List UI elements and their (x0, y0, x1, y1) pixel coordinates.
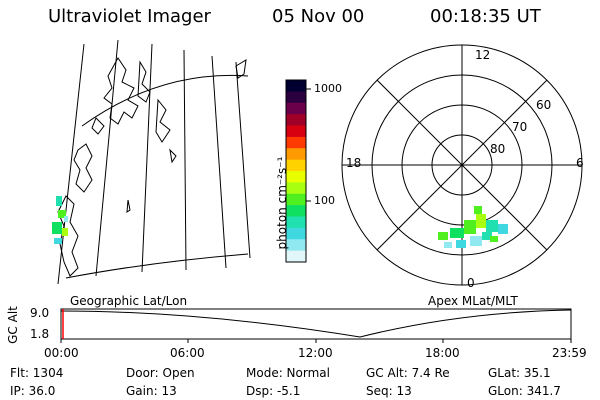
lat-label-70: 70 (512, 120, 528, 134)
colorbar-segment (286, 125, 306, 138)
colorbar-segment (286, 193, 306, 206)
info-mode: Mode: Normal (246, 366, 330, 380)
colorbar-segment (286, 102, 306, 115)
colorbar-segment (286, 182, 306, 195)
colorbar-segment (286, 250, 306, 263)
timeline-ytick-1.8: 1.8 (30, 327, 50, 341)
apex-panel-label: Apex MLat/MLT (428, 294, 518, 308)
info-gain: Gain: 13 (126, 384, 177, 398)
lat-label-80: 80 (490, 142, 506, 156)
timeline-ytick-9: 9.0 (30, 306, 50, 320)
mlt-label-18: 18 (346, 156, 362, 170)
colorbar-segment (286, 80, 306, 92)
colorbar-segment (286, 205, 306, 218)
timeline-xtick-2359: 23:59 (552, 346, 587, 360)
timeline-xtick-1800: 18:00 (425, 346, 460, 360)
timeline-axis-label: GC Alt (5, 306, 20, 344)
colorbar-segment (286, 216, 306, 229)
colorbar-segment (286, 171, 306, 183)
colorbar-segment (286, 239, 306, 252)
colorbar-segment (286, 227, 306, 240)
mlt-label-12: 12 (475, 48, 491, 62)
colorbar-segment (286, 148, 306, 161)
info-glat: GLat: 35.1 (488, 366, 551, 380)
info-ip: IP: 36.0 (10, 384, 56, 398)
map-panel-label: Geographic Lat/Lon (70, 294, 188, 308)
colorbar-segment (286, 136, 306, 149)
date-label: 05 Nov 00 (272, 6, 365, 27)
colorbar-segment (286, 114, 306, 127)
timeline-xtick-0600: 06:00 (170, 346, 205, 360)
timeline-xtick-0000: 00:00 (44, 346, 79, 360)
colorbar-tick-100: 100 (314, 194, 335, 207)
colorbar-segment (286, 91, 306, 104)
instrument-title: Ultraviolet Imager (48, 6, 211, 27)
info-flt: Flt: 1304 (10, 366, 64, 380)
colorbar-segment (286, 159, 306, 172)
colorbar-unit-label: photon cm⁻²s⁻¹ (275, 156, 289, 250)
info-glon: GLon: 341.7 (488, 384, 561, 398)
info-seq: Seq: 13 (366, 384, 412, 398)
timeline-xtick-1200: 12:00 (298, 346, 333, 360)
info-dsp: Dsp: -5.1 (246, 384, 301, 398)
mlt-label-6: 6 (576, 156, 584, 170)
info-gc-alt: GC Alt: 7.4 Re (366, 366, 450, 380)
time-label: 00:18:35 UT (430, 6, 541, 27)
info-door: Door: Open (126, 366, 195, 380)
lat-label-60: 60 (536, 98, 552, 112)
colorbar-tick-1000: 1000 (314, 82, 342, 95)
polar-emission-oval (438, 206, 508, 248)
mlt-label-0: 0 (467, 276, 475, 290)
map-emission-spots (52, 196, 68, 244)
